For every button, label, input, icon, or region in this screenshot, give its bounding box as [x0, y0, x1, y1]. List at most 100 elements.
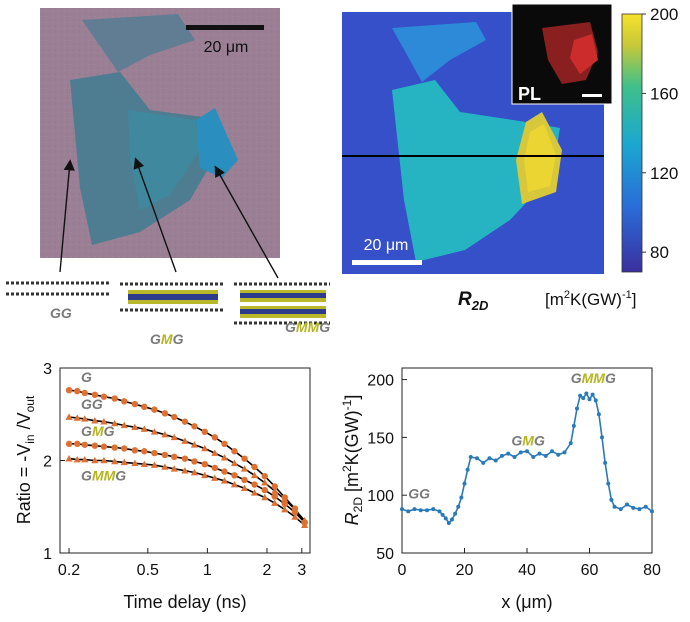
profile-data-point	[418, 508, 423, 513]
profile-data-point	[456, 504, 461, 509]
gmg-stack-schematic	[120, 282, 225, 312]
profile-data-point	[593, 398, 598, 403]
ratio-x-tick-label: 1	[203, 562, 212, 579]
profile-data-point	[537, 451, 542, 456]
ratio-data-point	[181, 418, 189, 425]
ratio-data-point	[220, 477, 229, 484]
profile-data-point	[468, 455, 473, 460]
profile-data-point	[465, 467, 470, 472]
profile-data-point	[556, 452, 561, 457]
ratio-series-label: G	[81, 369, 92, 385]
ratio-data-point	[231, 472, 238, 479]
map-main-flake	[392, 80, 560, 262]
profile-data-point	[575, 406, 579, 411]
colorbar-ticks: 200 160 120 80	[642, 5, 678, 262]
ratio-data-point	[150, 428, 159, 435]
arrow-to-gmmg	[214, 165, 279, 279]
ratio-data-point	[251, 463, 258, 471]
ratio-data-point	[221, 468, 228, 475]
ratio-data-point	[250, 471, 259, 479]
ratio-data-point	[161, 463, 169, 470]
ratio-data-point	[111, 395, 118, 402]
profile-plot-frame	[401, 367, 653, 554]
map-scale-bar	[352, 260, 422, 265]
profile-x-tick-label: 20	[456, 562, 474, 579]
profile-data-point	[612, 504, 617, 509]
profile-data-point	[525, 449, 529, 454]
ratio-data-point	[81, 415, 89, 422]
graphene-flake-upper	[82, 14, 195, 72]
ratio-data-point	[120, 421, 128, 429]
ratio-data-point	[191, 458, 198, 465]
profile-data-point	[453, 511, 458, 516]
ratio-data-point	[190, 441, 199, 448]
profile-data-point	[618, 507, 623, 512]
ratio-data-point	[91, 391, 99, 399]
arrow-to-gg	[59, 159, 75, 273]
ratio-data-point	[91, 442, 99, 449]
ratio-data-point	[81, 455, 89, 463]
ratio-data-point	[291, 509, 299, 516]
profile-data-point	[475, 456, 479, 461]
profile-data-point	[543, 453, 548, 458]
ratio-data-point	[211, 449, 219, 456]
profile-data-point	[609, 497, 614, 502]
profile-data-point	[446, 520, 451, 525]
colorbar-tick-label: 200	[650, 5, 678, 24]
ratio-x-tick-label: 2	[263, 562, 272, 579]
ratio-data-point	[100, 418, 108, 425]
ratio-data-point	[181, 437, 189, 444]
ratio-data-point	[74, 440, 81, 448]
gg-stack-schematic	[6, 281, 110, 296]
colorbar-tick-label: 80	[650, 243, 669, 262]
ratio-data-point	[151, 406, 158, 413]
profile-axis-ticks: 0 20 40 60 80 50 100 150 200	[367, 373, 661, 579]
ratio-data-point	[261, 493, 269, 501]
map-scale-label: 20 μm	[364, 237, 409, 254]
ratio-data-point	[201, 461, 208, 468]
ratio-data-point	[171, 453, 178, 460]
profile-data-point	[412, 507, 417, 512]
pl-inset-label: PL	[518, 84, 541, 104]
profile-y-axis-label: R2D [m2K(GW)-1]	[340, 395, 365, 526]
profile-data-point	[431, 507, 436, 512]
pl-inset-bright-region	[570, 34, 598, 74]
profile-data-point	[550, 449, 554, 454]
ratio-data-point	[250, 489, 259, 496]
r2d-map-panel: 20 μm PL 200 160 120 80 R2D [m2K(GW)-1]	[342, 3, 678, 313]
ratio-data-point	[201, 428, 208, 436]
profile-data-point	[625, 502, 629, 507]
profile-data-point	[596, 412, 601, 417]
map-upper-flake	[392, 22, 486, 82]
profile-x-tick-label: 60	[581, 562, 599, 579]
ratio-data-point	[100, 443, 108, 450]
map-title: R2D	[458, 289, 489, 313]
ratio-data-point	[111, 444, 118, 451]
profile-data-point	[437, 509, 442, 514]
ratio-data-point	[191, 423, 198, 430]
ratio-series-label: GMG	[81, 423, 115, 439]
profile-data-point	[587, 397, 592, 402]
ratio-data-point	[81, 441, 88, 448]
ratio-data-point	[111, 457, 119, 465]
profile-data-point	[506, 451, 511, 456]
ratio-data-point	[140, 425, 148, 432]
ratio-series-label: GG	[81, 396, 103, 412]
optical-scale-bar	[186, 25, 264, 30]
ratio-data-point	[281, 495, 289, 503]
profile-y-tick-label: 100	[367, 488, 394, 505]
profile-data-point	[531, 455, 536, 460]
ratio-data-point	[170, 465, 178, 472]
profile-data-point	[443, 516, 448, 521]
arrow-to-gmg	[133, 157, 177, 273]
ratio-data-point	[271, 483, 278, 490]
ratio-data-point	[211, 474, 219, 481]
ratio-y-tick-label: 1	[43, 546, 52, 563]
ratio-data-point	[251, 481, 258, 488]
profile-data-point	[581, 396, 586, 401]
ratio-data-point	[261, 479, 269, 486]
ratio-data-point	[271, 487, 279, 494]
gmmg-stack-label: GMMG	[285, 319, 331, 335]
profile-y-tick-label: 50	[376, 546, 394, 563]
ratio-data-point	[65, 387, 73, 394]
